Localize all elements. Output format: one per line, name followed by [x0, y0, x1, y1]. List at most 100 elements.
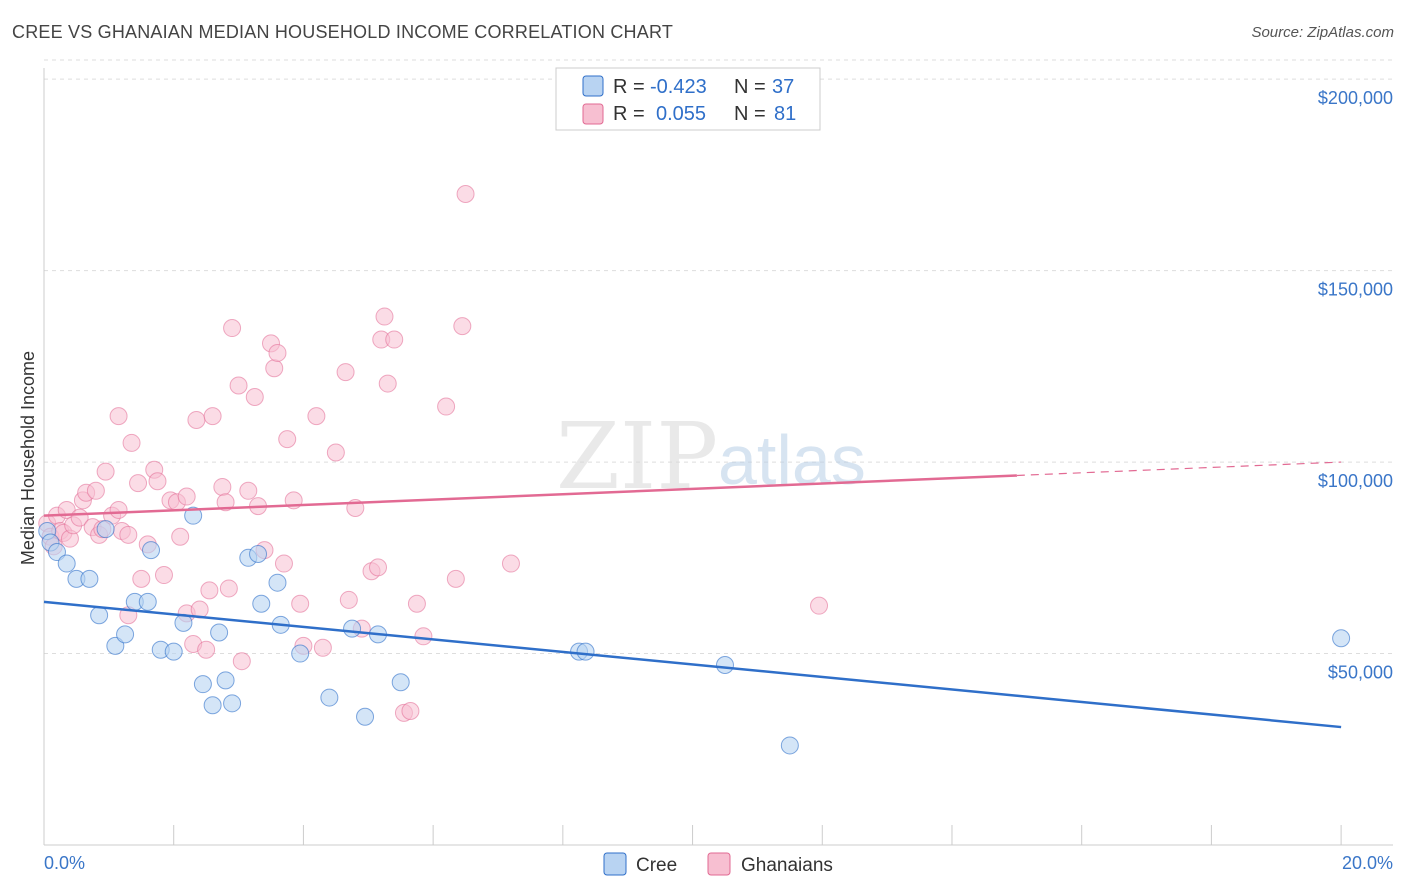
legend-n-value-cree: 37 [772, 76, 794, 98]
x-tick-label-max: 20.0% [1342, 853, 1393, 873]
ghanaians-points [38, 185, 829, 722]
legend-r-value-cree: -0.423 [650, 76, 707, 98]
ghanaians-point [339, 590, 358, 609]
cree-point [210, 623, 229, 642]
legend-n-label-cree: N = [734, 76, 766, 98]
cree-point [320, 688, 339, 707]
ghanaians-point [437, 397, 456, 416]
ghanaians-point [453, 317, 472, 336]
ghanaians-point [219, 579, 238, 598]
ghanaians-point [229, 376, 248, 395]
cree-trend-line [43, 600, 1342, 729]
ghanaians-trend-line-dashed [1016, 461, 1342, 477]
cree-point [193, 675, 212, 694]
ghanaians-point [154, 566, 173, 585]
cree-point [223, 694, 242, 713]
y-axis-label: Median Household Income [18, 351, 38, 565]
cree-point [106, 636, 125, 655]
y-tick-label: $50,000 [1328, 663, 1393, 683]
ghanaians-point [291, 594, 310, 613]
y-tick-label: $200,000 [1318, 88, 1393, 108]
ghanaians-point [336, 363, 355, 382]
ghanaians-point [456, 185, 475, 204]
cree-point [80, 569, 99, 588]
cree-point [391, 673, 410, 692]
bottom-legend-swatch-ghana [707, 852, 731, 876]
ghanaians-point [401, 701, 420, 720]
cree-point [291, 644, 310, 663]
ghanaians-point [109, 500, 128, 519]
ghanaians-point [278, 430, 297, 449]
cree-point [90, 606, 109, 625]
legend-r-label-cree: R = [613, 76, 645, 98]
ghanaians-point [307, 407, 326, 426]
ghanaians-point [501, 554, 520, 573]
x-tick-label-min: 0.0% [44, 853, 85, 873]
ghanaians-point [274, 554, 293, 573]
ghanaians-point [197, 640, 216, 659]
ghanaians-point [313, 638, 332, 657]
ghanaians-point [810, 596, 829, 615]
ghanaians-point [378, 374, 397, 393]
cree-point [142, 541, 161, 560]
y-tick-labels: $50,000 $100,000 $150,000 $200,000 [1318, 88, 1393, 682]
cree-point [138, 592, 157, 611]
cree-point [184, 506, 203, 525]
ghanaians-point [375, 307, 394, 326]
bottom-legend: Cree Ghanaians [603, 852, 833, 876]
legend-swatch-cree [582, 75, 604, 97]
cree-point [1332, 629, 1351, 648]
ghanaians-point [385, 330, 404, 349]
ghanaians-point [326, 443, 345, 462]
trend-lines [43, 461, 1342, 729]
ghanaians-point [446, 569, 465, 588]
ghanaians-point [223, 319, 242, 338]
ghanaians-trend-line [43, 474, 1017, 517]
ghanaians-point [109, 407, 128, 426]
legend-n-value-ghana: 81 [774, 103, 796, 125]
bottom-legend-label-ghana: Ghanaians [741, 855, 833, 876]
ghanaians-point [187, 410, 206, 429]
cree-point [356, 707, 375, 726]
bottom-legend-label-cree: Cree [636, 855, 677, 876]
cree-point [249, 544, 268, 563]
cree-point [715, 656, 734, 675]
y-tick-label: $100,000 [1318, 471, 1393, 491]
cree-point [216, 671, 235, 690]
ghanaians-point [213, 477, 232, 496]
legend-n-label-ghana: N = [734, 103, 766, 125]
cree-points [38, 506, 1351, 755]
cree-point [164, 642, 183, 661]
cree-point [252, 594, 271, 613]
cree-point [96, 520, 115, 539]
cree-point [268, 573, 287, 592]
legend-r-label-ghana: R = [613, 103, 645, 125]
legend-box: R = -0.423 N = 37 R = 0.055 N = 81 [555, 67, 821, 131]
ghanaians-point [148, 472, 167, 491]
legend-r-value-ghana: 0.055 [656, 103, 706, 125]
cree-point [343, 619, 362, 638]
ghanaians-point [268, 343, 287, 362]
ghanaians-point [265, 359, 284, 378]
ghanaians-point [86, 481, 105, 500]
ghanaians-point [171, 527, 190, 546]
cree-point [57, 554, 76, 573]
ghanaians-point [96, 462, 115, 481]
ghanaians-point [119, 525, 138, 544]
cree-point [780, 736, 799, 755]
ghanaians-point [129, 474, 148, 493]
y-tick-label: $150,000 [1318, 280, 1393, 300]
ghanaians-point [245, 387, 264, 406]
ghanaians-point [200, 581, 219, 600]
ghanaians-point [369, 558, 388, 577]
ghanaians-point [203, 407, 222, 426]
ghanaians-point [414, 627, 433, 646]
ghanaians-point [122, 433, 141, 452]
ghanaians-point [239, 481, 258, 500]
ghanaians-point [232, 652, 251, 671]
ghanaians-point [216, 493, 235, 512]
ghanaians-point [177, 487, 196, 506]
chart-source: Source: ZipAtlas.com [1251, 24, 1394, 41]
axes [43, 68, 1393, 846]
